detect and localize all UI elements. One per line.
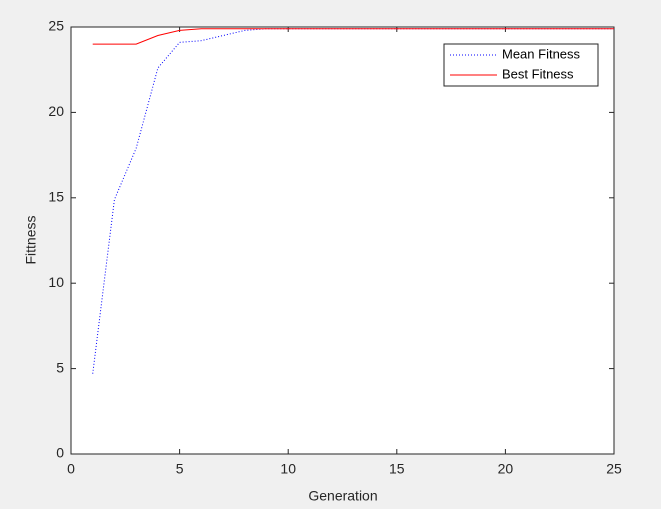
x-tick-label: 25 (606, 461, 622, 477)
x-axis-label: Generation (308, 488, 377, 504)
series-line (92, 28, 614, 45)
legend-box (443, 43, 599, 87)
legend-label: Best Fitness (502, 66, 574, 81)
x-tick-label: 10 (280, 461, 296, 477)
axes-box (70, 26, 615, 455)
y-tick-label: 5 (56, 359, 64, 375)
x-tick-label: 5 (176, 461, 184, 477)
y-tick-label: 0 (56, 445, 64, 461)
x-tick-label: 15 (389, 461, 405, 477)
plot-area (71, 27, 614, 454)
y-tick-label: 10 (48, 274, 64, 290)
y-tick-label: 15 (48, 189, 64, 205)
legend-label: Mean Fitness (502, 46, 581, 61)
y-axis-label: Fittness (23, 215, 39, 264)
y-tick-label: 25 (48, 18, 64, 34)
y-tick-label: 20 (48, 103, 64, 119)
x-tick-label: 0 (67, 461, 75, 477)
x-tick-label: 20 (498, 461, 514, 477)
legend: Mean Fitness Best Fitness (443, 43, 599, 87)
